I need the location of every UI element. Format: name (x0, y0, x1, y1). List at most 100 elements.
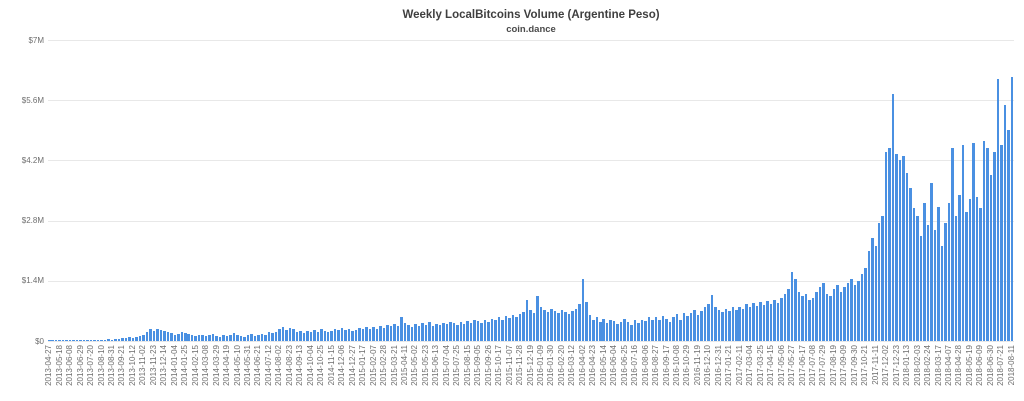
volume-bar[interactable] (449, 321, 452, 341)
volume-bar[interactable] (714, 306, 717, 341)
volume-bar[interactable] (473, 319, 476, 341)
volume-bar[interactable] (1010, 76, 1013, 341)
volume-bar[interactable] (326, 332, 330, 341)
volume-bar[interactable] (728, 310, 731, 341)
volume-bar[interactable] (717, 310, 721, 341)
volume-bar[interactable] (309, 331, 313, 341)
volume-bar[interactable] (682, 313, 686, 341)
volume-bar[interactable] (201, 335, 204, 341)
volume-bar[interactable] (243, 336, 246, 341)
volume-bar[interactable] (211, 334, 215, 341)
volume-bar[interactable] (933, 230, 937, 341)
volume-bar[interactable] (1003, 104, 1007, 341)
volume-bar[interactable] (790, 272, 794, 341)
volume-bar[interactable] (961, 145, 965, 341)
volume-bar[interactable] (857, 280, 860, 341)
volume-bar[interactable] (114, 339, 117, 341)
volume-bar[interactable] (278, 328, 281, 341)
volume-bar[interactable] (877, 222, 881, 341)
volume-bar[interactable] (574, 308, 578, 341)
volume-bar[interactable] (829, 295, 832, 341)
volume-bar[interactable] (832, 289, 836, 341)
volume-bar[interactable] (51, 340, 54, 341)
volume-bar[interactable] (320, 328, 323, 341)
volume-bar[interactable] (707, 304, 710, 341)
volume-bar[interactable] (414, 324, 417, 341)
volume-bar[interactable] (741, 309, 745, 341)
volume-bar[interactable] (48, 340, 51, 341)
volume-bar[interactable] (884, 151, 888, 341)
volume-bar[interactable] (979, 207, 982, 341)
volume-bar[interactable] (225, 335, 229, 341)
volume-bar[interactable] (686, 316, 689, 341)
volume-bar[interactable] (665, 318, 668, 341)
volume-bar[interactable] (508, 318, 511, 341)
volume-bar[interactable] (184, 332, 187, 341)
volume-bar[interactable] (696, 315, 700, 341)
volume-bar[interactable] (811, 298, 815, 341)
volume-bar[interactable] (560, 310, 564, 341)
volume-bar[interactable] (421, 323, 424, 341)
volume-bar[interactable] (881, 216, 884, 341)
volume-bar[interactable] (410, 326, 414, 341)
volume-bar[interactable] (365, 327, 368, 341)
volume-bar[interactable] (246, 335, 250, 341)
volume-bar[interactable] (815, 291, 818, 341)
volume-bar[interactable] (103, 339, 107, 341)
volume-bar[interactable] (888, 147, 891, 341)
volume-bar[interactable] (407, 325, 410, 341)
volume-bar[interactable] (766, 301, 769, 341)
volume-bar[interactable] (700, 310, 703, 341)
volume-bar[interactable] (773, 300, 776, 341)
volume-bar[interactable] (923, 203, 926, 341)
volume-bar[interactable] (124, 337, 128, 341)
volume-bar[interactable] (476, 321, 480, 341)
volume-bar[interactable] (438, 325, 442, 341)
volume-bar[interactable] (843, 287, 846, 341)
volume-bar[interactable] (389, 326, 393, 341)
volume-bar[interactable] (794, 278, 797, 341)
volume-bar[interactable] (344, 329, 347, 341)
volume-bar[interactable] (724, 308, 728, 341)
volume-bar[interactable] (776, 303, 780, 341)
volume-bar[interactable] (128, 337, 131, 341)
volume-bar[interactable] (177, 333, 180, 341)
volume-bar[interactable] (564, 311, 567, 341)
volume-bar[interactable] (250, 334, 253, 341)
volume-bar[interactable] (197, 334, 201, 341)
volume-bar[interactable] (801, 295, 804, 341)
volume-bar[interactable] (818, 287, 822, 341)
volume-bar[interactable] (581, 278, 585, 341)
volume-bar[interactable] (585, 302, 588, 341)
volume-bar[interactable] (993, 151, 996, 341)
volume-bar[interactable] (452, 323, 456, 341)
volume-bar[interactable] (958, 194, 961, 341)
volume-bar[interactable] (330, 331, 333, 341)
volume-bar[interactable] (396, 325, 400, 341)
volume-bar[interactable] (871, 237, 874, 341)
volume-bar[interactable] (435, 323, 438, 341)
volume-bar[interactable] (623, 318, 626, 341)
volume-bar[interactable] (567, 313, 571, 341)
volume-bar[interactable] (72, 340, 75, 341)
volume-bar[interactable] (428, 322, 431, 341)
volume-bar[interactable] (218, 336, 222, 341)
volume-bar[interactable] (731, 307, 735, 341)
volume-bar[interactable] (710, 295, 714, 341)
volume-bar[interactable] (804, 293, 808, 341)
volume-bar[interactable] (661, 316, 665, 341)
volume-bar[interactable] (239, 336, 243, 341)
volume-bar[interactable] (808, 300, 811, 341)
volume-bar[interactable] (905, 173, 909, 341)
volume-bar[interactable] (75, 340, 79, 341)
volume-bar[interactable] (323, 330, 326, 341)
volume-bar[interactable] (759, 302, 762, 341)
volume-bar[interactable] (640, 319, 644, 341)
volume-bar[interactable] (79, 340, 82, 341)
volume-bar[interactable] (138, 335, 142, 341)
volume-bar[interactable] (292, 329, 295, 341)
volume-bar[interactable] (159, 329, 163, 341)
volume-bar[interactable] (703, 307, 707, 341)
volume-bar[interactable] (110, 339, 114, 341)
volume-bar[interactable] (166, 332, 170, 341)
